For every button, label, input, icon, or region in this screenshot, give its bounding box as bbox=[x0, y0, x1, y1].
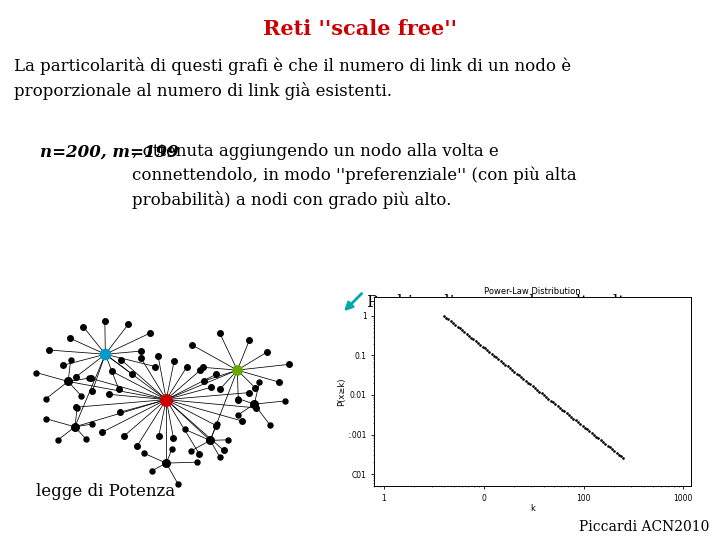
Point bbox=[179, 425, 191, 434]
Point bbox=[211, 421, 222, 430]
Point bbox=[65, 334, 76, 343]
Point bbox=[197, 363, 209, 372]
Text: , ottenuta aggiungendo un nodo alla volta e
connettendolo, in modo ''preferenzia: , ottenuta aggiungendo un nodo alla volt… bbox=[132, 143, 577, 210]
Point bbox=[243, 388, 255, 397]
Point bbox=[99, 316, 111, 325]
Point bbox=[69, 422, 81, 431]
Point bbox=[284, 360, 295, 369]
Text: Reti ''scale free'': Reti ''scale free'' bbox=[263, 19, 457, 39]
Point bbox=[135, 347, 147, 355]
Text: Piccardi ACN2010: Piccardi ACN2010 bbox=[579, 519, 709, 534]
Point bbox=[168, 434, 179, 442]
Point bbox=[86, 374, 97, 383]
Point bbox=[191, 458, 202, 467]
Point bbox=[131, 442, 143, 450]
Text: legge di Potenza: legge di Potenza bbox=[36, 483, 175, 500]
Point bbox=[194, 366, 206, 375]
Point bbox=[30, 368, 42, 377]
Point bbox=[144, 329, 156, 338]
Point bbox=[204, 436, 216, 445]
Point bbox=[78, 322, 89, 331]
Point bbox=[71, 403, 82, 411]
Point bbox=[161, 395, 172, 404]
Point bbox=[84, 374, 95, 382]
Point bbox=[86, 387, 98, 396]
Point bbox=[215, 384, 226, 393]
Point bbox=[172, 480, 184, 489]
Point bbox=[232, 411, 243, 420]
X-axis label: k: k bbox=[531, 504, 535, 513]
Point bbox=[135, 353, 146, 362]
Text: n=200, m=199: n=200, m=199 bbox=[40, 143, 179, 160]
Point bbox=[181, 363, 192, 372]
Point bbox=[57, 361, 68, 370]
Point bbox=[248, 400, 260, 408]
Point bbox=[52, 436, 63, 444]
Point bbox=[150, 362, 161, 371]
Point bbox=[214, 453, 225, 461]
Point bbox=[153, 432, 164, 441]
Text: La particolarità di questi grafi è che il numero di link di un nodo è
proporzion: La particolarità di questi grafi è che i… bbox=[14, 57, 572, 100]
Point bbox=[273, 377, 284, 386]
Point bbox=[114, 408, 126, 416]
Point bbox=[249, 383, 261, 392]
Point bbox=[107, 367, 118, 376]
Point bbox=[138, 449, 150, 457]
Point bbox=[211, 420, 222, 428]
Point bbox=[126, 370, 138, 379]
Point bbox=[41, 415, 53, 423]
Point bbox=[81, 435, 92, 443]
Point bbox=[279, 396, 291, 405]
Point bbox=[113, 385, 125, 394]
Text: Pochi nodi con grado molto alto: Pochi nodi con grado molto alto bbox=[367, 294, 635, 311]
Point bbox=[115, 355, 127, 364]
Point bbox=[118, 431, 130, 440]
Point bbox=[222, 435, 234, 444]
Point bbox=[214, 328, 225, 337]
Point bbox=[153, 352, 164, 361]
Point bbox=[65, 356, 76, 364]
Point bbox=[233, 395, 244, 404]
Point bbox=[253, 378, 265, 387]
Point bbox=[243, 336, 255, 345]
Point bbox=[251, 403, 262, 412]
Point bbox=[63, 377, 74, 386]
Point bbox=[261, 348, 273, 356]
Point bbox=[122, 320, 134, 328]
Point bbox=[205, 383, 217, 391]
Point bbox=[233, 394, 244, 403]
Title: Power-Law Distribution: Power-Law Distribution bbox=[485, 287, 581, 296]
Point bbox=[211, 370, 222, 379]
Point bbox=[166, 444, 178, 453]
Point bbox=[103, 390, 114, 399]
Point bbox=[43, 346, 55, 354]
Point bbox=[264, 421, 276, 429]
Point bbox=[185, 447, 197, 455]
Point bbox=[194, 449, 205, 458]
Point bbox=[186, 341, 198, 349]
Point bbox=[86, 420, 98, 428]
Point bbox=[40, 395, 51, 403]
Point bbox=[232, 366, 243, 374]
Point bbox=[168, 357, 180, 366]
Point bbox=[218, 446, 230, 455]
Point bbox=[76, 392, 87, 401]
Point bbox=[161, 459, 172, 468]
Y-axis label: P(x≥k): P(x≥k) bbox=[337, 377, 346, 406]
Point bbox=[99, 350, 111, 359]
Point bbox=[96, 428, 107, 437]
Point bbox=[71, 373, 82, 381]
Point bbox=[198, 377, 210, 386]
Point bbox=[147, 466, 158, 475]
Point bbox=[71, 403, 83, 412]
Point bbox=[236, 416, 248, 425]
